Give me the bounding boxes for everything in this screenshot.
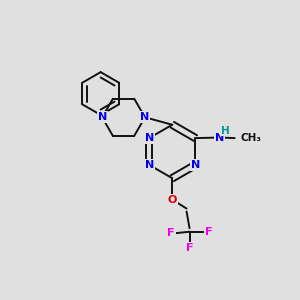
Text: CH₃: CH₃ <box>240 133 261 143</box>
Text: N: N <box>215 133 224 142</box>
Text: N: N <box>191 160 200 170</box>
Text: N: N <box>98 112 107 122</box>
Text: O: O <box>168 195 177 205</box>
Text: N: N <box>140 112 150 122</box>
Text: N: N <box>145 160 154 170</box>
Text: F: F <box>186 243 193 253</box>
Text: H: H <box>221 126 230 136</box>
Text: N: N <box>145 133 154 143</box>
Text: F: F <box>167 228 175 238</box>
Text: F: F <box>205 227 213 237</box>
